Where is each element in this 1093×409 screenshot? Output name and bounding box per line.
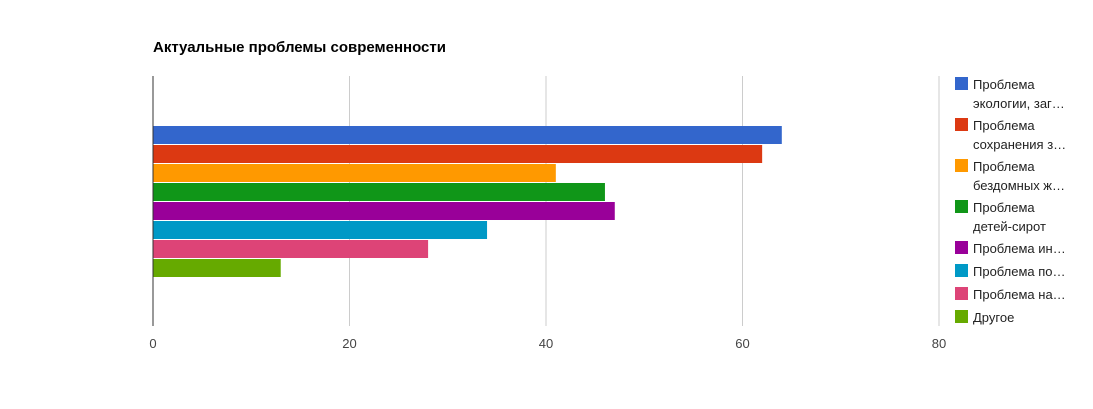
x-tick-label: 60 [735,336,749,351]
legend-item[interactable]: Проблема на… [955,287,1066,302]
bar[interactable] [153,126,782,144]
legend-swatch [955,200,968,213]
legend-swatch [955,159,968,172]
legend-label: Проблема ин… [973,241,1066,256]
chart-title: Актуальные проблемы современности [153,39,446,56]
bars [153,126,782,277]
legend-item[interactable]: Проблема ин… [955,241,1066,256]
legend-item[interactable]: Проблема экологии, заг… [955,77,1065,111]
legend-item[interactable]: Другое [955,310,1014,325]
x-tick-label: 0 [149,336,156,351]
legend: Проблема экологии, заг… Проблема сохранения… [955,77,1066,325]
legend-label: Проблема [973,77,1035,92]
legend-item[interactable]: Проблема сохранения з… [955,118,1066,152]
legend-label: детей-сирот [973,219,1046,234]
bar[interactable] [153,164,556,182]
legend-swatch [955,77,968,90]
legend-label: Проблема [973,159,1035,174]
legend-item[interactable]: Проблема по… [955,264,1066,279]
legend-label: Проблема [973,200,1035,215]
legend-label: Проблема по… [973,264,1066,279]
legend-swatch [955,287,968,300]
legend-swatch [955,241,968,254]
legend-label: Другое [973,310,1014,325]
legend-label: Проблема [973,118,1035,133]
bar[interactable] [153,145,763,163]
bar[interactable] [153,202,615,220]
bar[interactable] [153,221,488,239]
legend-item[interactable]: Проблема детей-сирот [955,200,1046,234]
legend-label: бездомных ж… [973,178,1065,193]
legend-label: экологии, заг… [973,96,1065,111]
bar[interactable] [153,259,281,277]
x-tick-label: 40 [539,336,553,351]
legend-label: сохранения з… [973,137,1066,152]
legend-swatch [955,264,968,277]
x-tick-labels: 0 20 40 60 80 [149,336,946,351]
bar[interactable] [153,240,429,258]
legend-label: Проблема на… [973,287,1066,302]
x-tick-label: 80 [932,336,946,351]
legend-swatch [955,118,968,131]
legend-item[interactable]: Проблема бездомных ж… [955,159,1065,193]
bar[interactable] [153,183,605,201]
legend-swatch [955,310,968,323]
x-tick-label: 20 [342,336,356,351]
